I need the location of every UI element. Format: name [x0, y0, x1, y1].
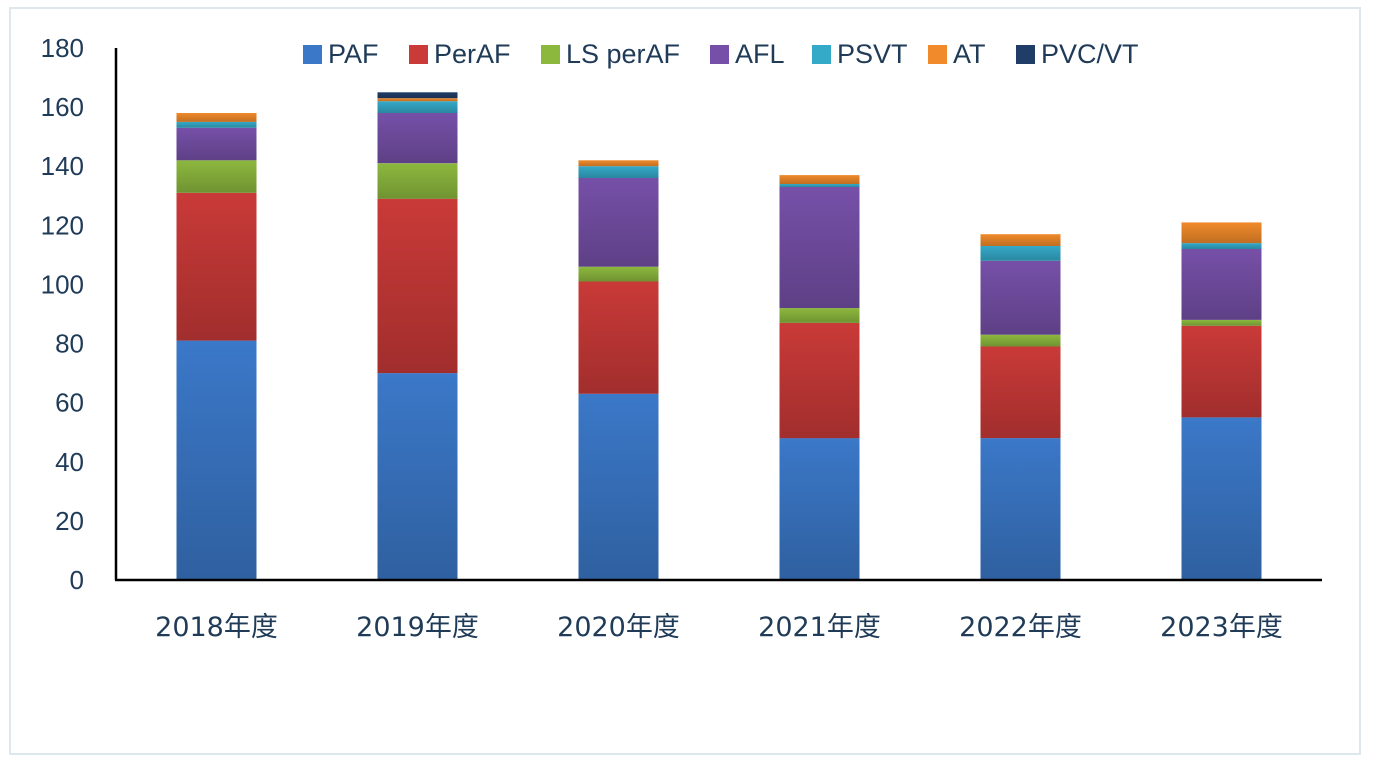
y-tick-label-0: 0 — [70, 565, 84, 595]
x-tick-label-4: 2022年度 — [959, 612, 1082, 643]
y-axis-ticks: 0 20 40 60 80 100 120 140 160 180 — [41, 33, 84, 595]
bar-afl-4 — [980, 260, 1061, 335]
legend-swatch-paf — [303, 45, 322, 64]
legend-item-at: AT — [928, 39, 986, 69]
bar-ls-peraf-3 — [779, 308, 860, 323]
legend-label-psvt: PSVT — [837, 39, 908, 69]
y-tick-label-20: 20 — [55, 506, 84, 536]
bar-afl-5 — [1181, 249, 1262, 320]
bar-peraf-5 — [1181, 325, 1262, 418]
bar-psvt-0 — [176, 121, 257, 128]
bar-paf-1 — [377, 373, 458, 580]
legend-swatch-peraf — [409, 45, 428, 64]
legend-swatch-pvc-vt — [1016, 45, 1035, 64]
bar-at-3 — [779, 175, 860, 184]
legend-swatch-psvt — [812, 45, 831, 64]
bar-psvt-1 — [377, 101, 458, 113]
bar-ls-peraf-0 — [176, 160, 257, 193]
bar-afl-0 — [176, 127, 257, 161]
legend-swatch-at — [928, 45, 947, 64]
legend-item-peraf: PerAF — [409, 39, 511, 69]
bar-at-0 — [176, 113, 257, 122]
y-tick-label-140: 140 — [41, 151, 84, 181]
bar-peraf-1 — [377, 198, 458, 374]
bars — [176, 92, 1262, 580]
y-tick-label-80: 80 — [55, 329, 84, 359]
bar-peraf-3 — [779, 322, 860, 439]
bar-at-1 — [377, 98, 458, 102]
bar-ls-peraf-5 — [1181, 319, 1262, 326]
y-tick-label-40: 40 — [55, 447, 84, 477]
bar-peraf-2 — [578, 281, 659, 394]
legend-swatch-afl — [710, 45, 729, 64]
bar-psvt-4 — [980, 246, 1061, 261]
legend-item-paf: PAF — [303, 39, 379, 69]
bar-ls-peraf-2 — [578, 266, 659, 282]
bar-afl-1 — [377, 113, 458, 164]
legend: PAF PerAF LS perAF AFL PSVT AT PVC/VT — [303, 39, 1139, 69]
legend-label-peraf: PerAF — [434, 39, 511, 69]
bar-afl-2 — [578, 178, 659, 267]
bar-peraf-0 — [176, 192, 257, 341]
bar-psvt-5 — [1181, 243, 1262, 249]
bar-afl-3 — [779, 186, 860, 309]
bar-at-2 — [578, 160, 659, 167]
legend-label-pvc-vt: PVC/VT — [1041, 39, 1139, 69]
y-tick-label-60: 60 — [55, 388, 84, 418]
bar-psvt-3 — [779, 184, 860, 187]
y-tick-label-120: 120 — [41, 210, 84, 240]
bar-ls-peraf-4 — [980, 334, 1061, 347]
legend-label-afl: AFL — [735, 39, 785, 69]
legend-label-paf: PAF — [328, 39, 379, 69]
bar-paf-3 — [779, 438, 860, 580]
legend-label-ls-peraf: LS perAF — [566, 39, 680, 69]
legend-label-at: AT — [953, 39, 986, 69]
x-tick-label-5: 2023年度 — [1160, 612, 1283, 643]
x-tick-label-3: 2021年度 — [758, 612, 881, 643]
legend-item-afl: AFL — [710, 39, 785, 69]
x-axis-ticks: 2018年度 2019年度 2020年度 2021年度 2022年度 2023年度 — [155, 612, 1283, 643]
bar-at-4 — [980, 234, 1061, 246]
legend-swatch-ls-peraf — [541, 45, 560, 64]
bar-peraf-4 — [980, 346, 1061, 439]
legend-item-ls-peraf: LS perAF — [541, 39, 680, 69]
x-tick-label-0: 2018年度 — [155, 612, 278, 643]
y-tick-label-180: 180 — [41, 33, 84, 63]
y-tick-label-100: 100 — [41, 269, 84, 299]
bar-paf-4 — [980, 438, 1061, 580]
bar-psvt-2 — [578, 166, 659, 178]
x-tick-label-1: 2019年度 — [356, 612, 479, 643]
y-tick-label-160: 160 — [41, 92, 84, 122]
legend-item-psvt: PSVT — [812, 39, 908, 69]
x-tick-label-2: 2020年度 — [557, 612, 680, 643]
bar-paf-0 — [176, 340, 257, 580]
bar-pvc-vt-1 — [377, 92, 458, 99]
bar-paf-5 — [1181, 417, 1262, 580]
bar-at-5 — [1181, 222, 1262, 244]
bar-ls-peraf-1 — [377, 163, 458, 199]
legend-item-pvc-vt: PVC/VT — [1016, 39, 1139, 69]
bar-paf-2 — [578, 393, 659, 580]
